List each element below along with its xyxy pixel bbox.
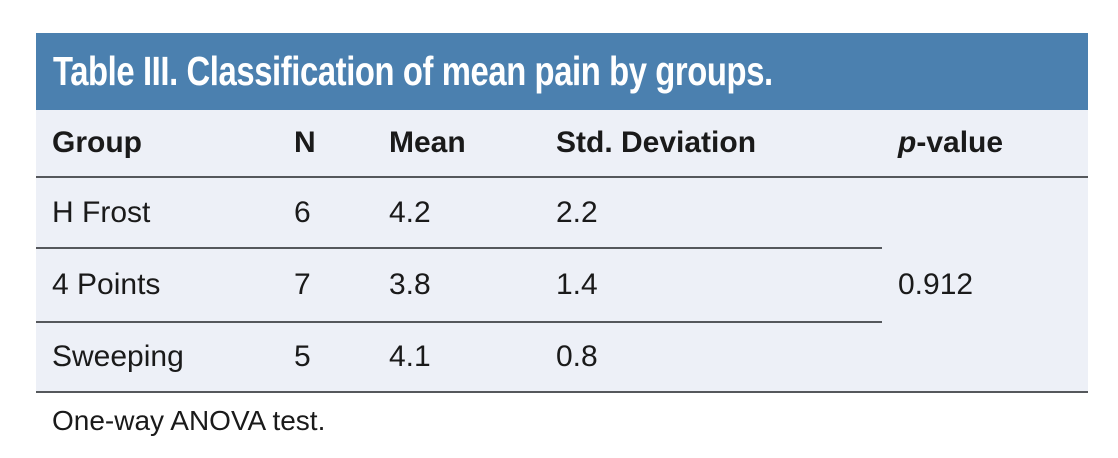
cell-n: 5 bbox=[278, 322, 373, 393]
stats-table: Group N Mean Std. Deviation p-value H Fr… bbox=[36, 110, 1088, 393]
cell-mean: 4.2 bbox=[373, 177, 540, 249]
table-row: 4 Points 7 3.8 1.4 bbox=[36, 248, 1088, 323]
cell-std-deviation: 0.8 bbox=[540, 322, 882, 393]
table-title-bar: Table III. Classification of mean pain b… bbox=[36, 33, 1088, 110]
cell-p-value: 0.912 bbox=[882, 177, 1088, 393]
column-header-std-deviation: Std. Deviation bbox=[540, 110, 882, 178]
p-value-suffix: -value bbox=[916, 126, 1004, 159]
cell-mean: 3.8 bbox=[373, 248, 540, 323]
table-row: Sweeping 5 4.1 0.8 bbox=[36, 322, 1088, 393]
column-header-p-value: p-value bbox=[882, 110, 1088, 178]
table-footnote: One-way ANOVA test. bbox=[36, 393, 1088, 437]
p-value-italic-p: p bbox=[898, 126, 917, 159]
table-title: Table III. Classification of mean pain b… bbox=[53, 48, 773, 94]
table-row: H Frost 6 4.2 2.2 0.912 bbox=[36, 177, 1088, 393]
cell-group: Sweeping bbox=[36, 322, 278, 393]
cell-n: 7 bbox=[278, 248, 373, 323]
cell-n: 6 bbox=[278, 177, 373, 249]
column-header-group: Group bbox=[36, 110, 278, 178]
cell-mean: 4.1 bbox=[373, 322, 540, 393]
cell-std-deviation: 1.4 bbox=[540, 248, 882, 323]
column-header-mean: Mean bbox=[373, 110, 540, 178]
table-figure: Table III. Classification of mean pain b… bbox=[36, 33, 1088, 437]
header-row: Group N Mean Std. Deviation p-value bbox=[36, 110, 1088, 178]
cell-group: H Frost bbox=[36, 177, 278, 249]
column-header-n: N bbox=[278, 110, 373, 178]
cell-group: 4 Points bbox=[36, 248, 278, 323]
cell-std-deviation: 2.2 bbox=[540, 177, 882, 249]
